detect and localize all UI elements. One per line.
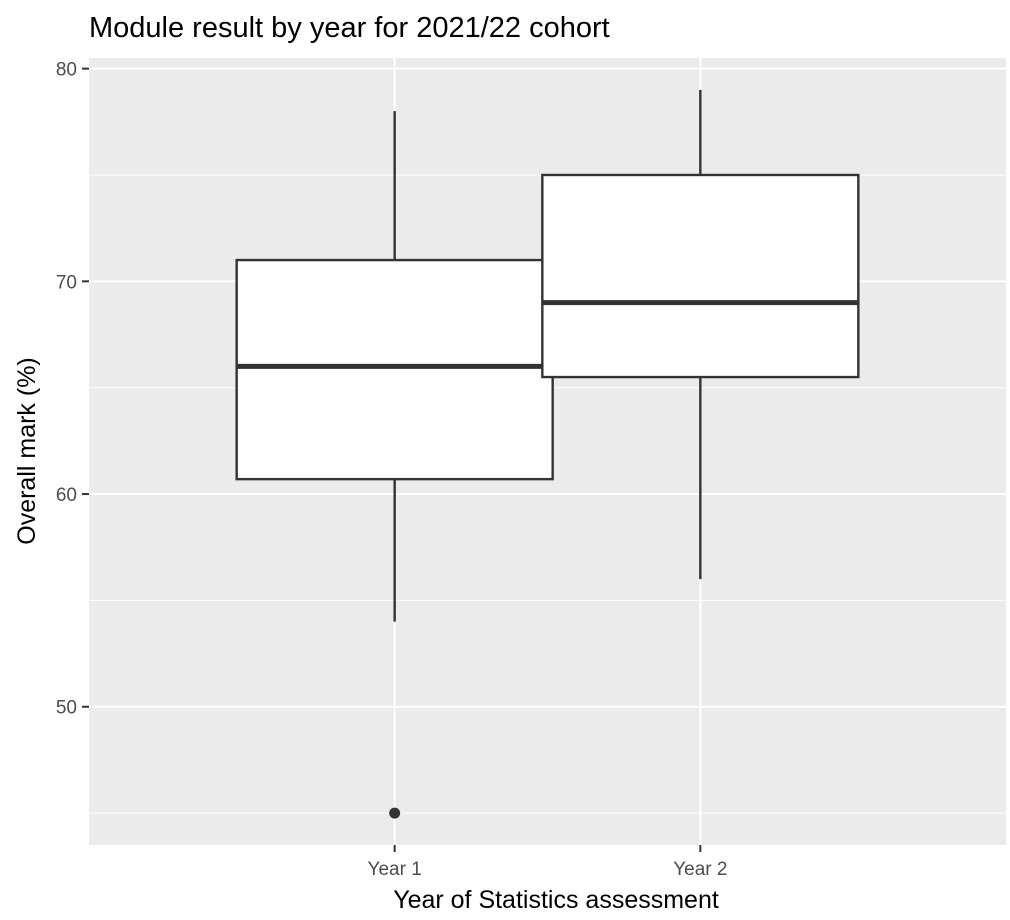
x-axis: Year 1 Year 2 <box>368 845 727 880</box>
y-tick-label: 50 <box>56 698 77 719</box>
boxes <box>235 89 860 819</box>
x-tick-label: Year 2 <box>673 859 727 880</box>
x-tick-label: Year 1 <box>368 859 422 880</box>
box <box>541 173 860 379</box>
y-axis: 50 60 70 80 <box>56 60 89 719</box>
box-group <box>235 111 554 819</box>
outlier-point <box>389 807 401 819</box>
x-axis-title: Year of Statistics assessment <box>393 886 719 914</box>
y-tick-label: 80 <box>56 60 77 81</box>
y-tick-label: 70 <box>56 272 77 293</box>
box-group <box>541 89 860 580</box>
y-axis-title: Overall mark (%) <box>13 357 41 545</box>
box <box>235 258 554 481</box>
chart-title: Module result by year for 2021/22 cohort <box>89 12 610 44</box>
y-tick-label: 60 <box>56 485 77 506</box>
